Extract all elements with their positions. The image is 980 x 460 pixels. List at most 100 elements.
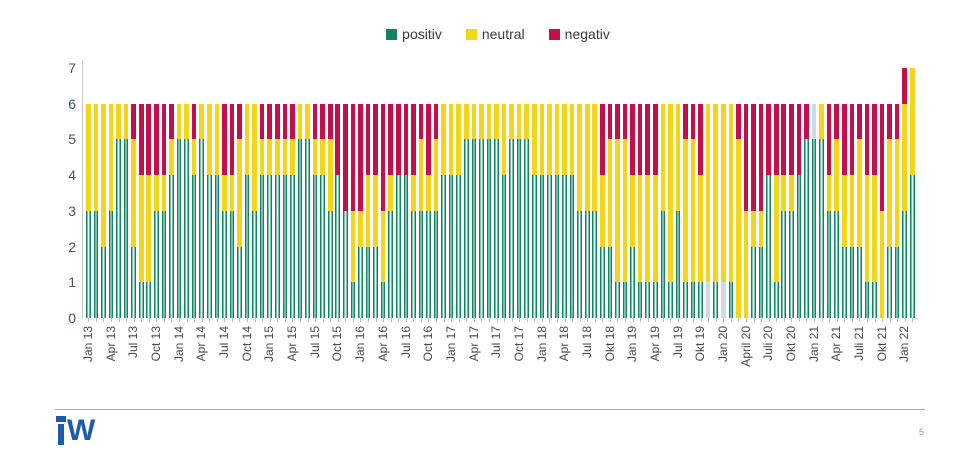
bar-month-8 [146, 103, 152, 318]
segment-pos [773, 282, 779, 318]
x-axis-label-Apr-14: Apr 14 [194, 326, 209, 362]
bar-Jan 18 [539, 103, 545, 318]
x-tick [708, 318, 710, 322]
x-tick [231, 318, 233, 322]
bar-month-94 [796, 103, 802, 318]
segment-neg [864, 103, 870, 176]
bar-month-74 [645, 103, 650, 318]
segment-neg [758, 103, 764, 211]
x-tick [829, 318, 831, 322]
segment-pos [494, 139, 499, 318]
x-tick [723, 318, 725, 322]
bar-month-92 [781, 103, 787, 318]
segment-pos [456, 175, 462, 318]
bar-Jul 15 [312, 103, 318, 318]
segment-neg [365, 103, 371, 176]
x-axis-label-Okt-20: Okt 20 [784, 326, 799, 362]
x-axis-label-Jul-19: Jul 19 [670, 326, 685, 359]
segment-pos [335, 175, 341, 318]
x-axis-label-Jan-21: Jan 21 [806, 326, 821, 363]
segment-pos [751, 246, 756, 318]
segment-pos [887, 246, 892, 318]
bar-month-65 [577, 103, 582, 318]
segment-pos [297, 139, 303, 318]
x-axis-label-Oct-14: Oct 14 [239, 326, 254, 362]
bar-month-58 [524, 103, 530, 318]
bar-month-47 [441, 103, 446, 318]
x-tick [322, 318, 324, 322]
segment-pos [486, 139, 492, 318]
segment-neu [607, 139, 613, 247]
x-axis-label-Okt-18: Okt 18 [602, 326, 617, 362]
segment-pos [615, 282, 620, 318]
x-tick [791, 318, 793, 322]
segment-pos [290, 175, 295, 318]
x-axis-label-Apr-16: Apr 16 [375, 326, 390, 362]
bar-month-64 [569, 103, 575, 318]
bar-Juli 21 [857, 103, 862, 318]
y-axis-label-6: 6 [68, 95, 76, 112]
segment-neu [350, 210, 356, 283]
x-axis-label-Jul-16: Jul 16 [398, 326, 413, 359]
bar-Jan 15 [267, 103, 273, 318]
bar-month-41 [395, 103, 401, 318]
segment-neu [479, 103, 484, 140]
segment-neg [327, 103, 333, 140]
x-tick [488, 318, 490, 322]
segment-pos [690, 282, 696, 318]
segment-pos [93, 210, 99, 318]
x-tick [594, 318, 596, 322]
segment-neg [433, 103, 439, 140]
segment-pos [607, 246, 613, 318]
x-tick [806, 318, 808, 322]
bar-month-10 [161, 103, 167, 318]
x-tick [572, 318, 574, 322]
legend-label: neutral [481, 26, 525, 42]
bar-Apr 15 [290, 103, 295, 318]
segment-neu [184, 103, 189, 140]
segment-neu [539, 103, 545, 176]
segment-neg [411, 103, 416, 176]
x-axis-label-Apr-17: Apr 17 [466, 326, 481, 362]
x-tick [156, 318, 158, 322]
segment-neg [841, 103, 847, 176]
segment-pale [721, 282, 726, 318]
segment-pos [395, 175, 401, 318]
iw-logo-i-bar [56, 416, 66, 422]
bar-month-97 [819, 103, 824, 318]
x-tick [390, 318, 392, 322]
segment-pos [683, 282, 688, 318]
x-tick [405, 318, 407, 322]
bar-Apr 19 [652, 103, 658, 318]
segment-neg [789, 103, 794, 176]
x-tick [602, 318, 604, 322]
x-tick [118, 318, 120, 322]
segment-pos [864, 282, 870, 318]
segment-neu [290, 139, 295, 176]
legend-swatch-neutral [465, 28, 477, 40]
segment-neg [222, 103, 227, 176]
x-axis-label-Jan-17: Jan 17 [443, 326, 458, 363]
segment-pos [154, 210, 159, 318]
x-tick [655, 318, 657, 322]
segment-pos [138, 282, 144, 318]
segment-neu [758, 210, 764, 247]
bar-month-35 [350, 103, 356, 318]
segment-pos [532, 175, 537, 318]
bar-month-46 [433, 103, 439, 318]
segment-neg [426, 103, 431, 176]
bar-Apr 14 [199, 103, 204, 318]
x-axis-label-Jan-20: Jan 20 [716, 326, 730, 363]
x-tick [141, 318, 143, 322]
x-tick [133, 318, 135, 322]
bar-month-95 [804, 103, 809, 318]
segment-pos [116, 139, 121, 318]
x-tick [640, 318, 642, 322]
segment-pos [804, 139, 809, 318]
segment-pos [108, 210, 114, 318]
x-axis-label-Apr-21: Apr 21 [829, 326, 844, 362]
segment-pos [282, 175, 288, 318]
bar-month-16 [206, 103, 212, 318]
x-tick [292, 318, 294, 322]
bar-month-76 [660, 103, 666, 318]
